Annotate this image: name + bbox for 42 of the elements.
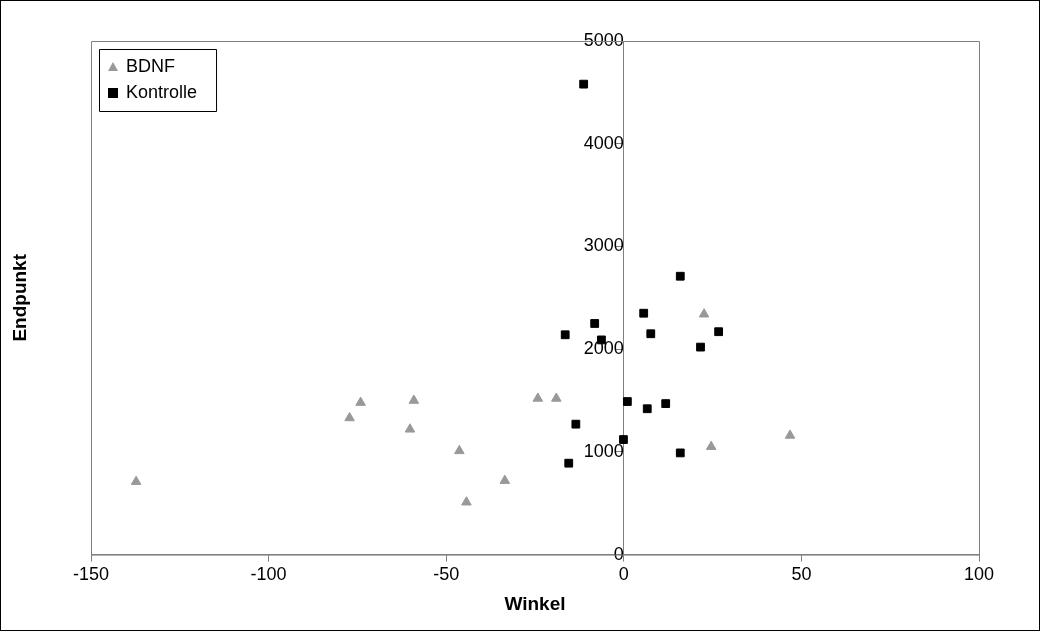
point xyxy=(551,392,562,402)
point xyxy=(564,458,574,468)
point xyxy=(698,308,710,318)
point xyxy=(571,419,581,429)
point xyxy=(675,448,685,458)
point xyxy=(590,319,600,328)
point xyxy=(642,404,652,414)
point xyxy=(714,327,724,337)
y-tick-label: 2000 xyxy=(583,338,624,359)
y-tick-label: 1000 xyxy=(583,440,624,461)
x-tick-label: 50 xyxy=(791,564,812,585)
x-tick-label: -150 xyxy=(72,564,110,585)
x-tick-label: 100 xyxy=(963,564,995,585)
point xyxy=(646,329,656,339)
x-tick-label: -50 xyxy=(433,564,460,585)
point xyxy=(675,271,685,281)
y-tick-label: 4000 xyxy=(583,132,624,153)
point xyxy=(705,440,717,450)
point xyxy=(461,496,472,506)
x-axis-title: Winkel xyxy=(504,592,566,614)
point xyxy=(639,308,649,318)
legend-label: Kontrolle xyxy=(126,81,198,102)
point xyxy=(532,392,544,402)
y-tick-label: 3000 xyxy=(583,235,624,256)
y-tick-label: 0 xyxy=(613,543,624,564)
point xyxy=(560,330,570,340)
point xyxy=(661,399,671,408)
point xyxy=(454,444,465,455)
point xyxy=(404,423,416,433)
point xyxy=(696,342,705,352)
legend-label: BDNF xyxy=(126,55,175,76)
point xyxy=(355,396,366,406)
point xyxy=(408,394,420,404)
point xyxy=(579,79,589,89)
point xyxy=(622,397,632,406)
x-tick-label: -100 xyxy=(250,564,287,585)
point xyxy=(499,474,511,484)
point xyxy=(130,475,142,485)
point xyxy=(344,411,355,422)
point xyxy=(784,429,796,439)
y-axis-title: Endpunkt xyxy=(9,253,31,342)
point xyxy=(619,435,628,444)
